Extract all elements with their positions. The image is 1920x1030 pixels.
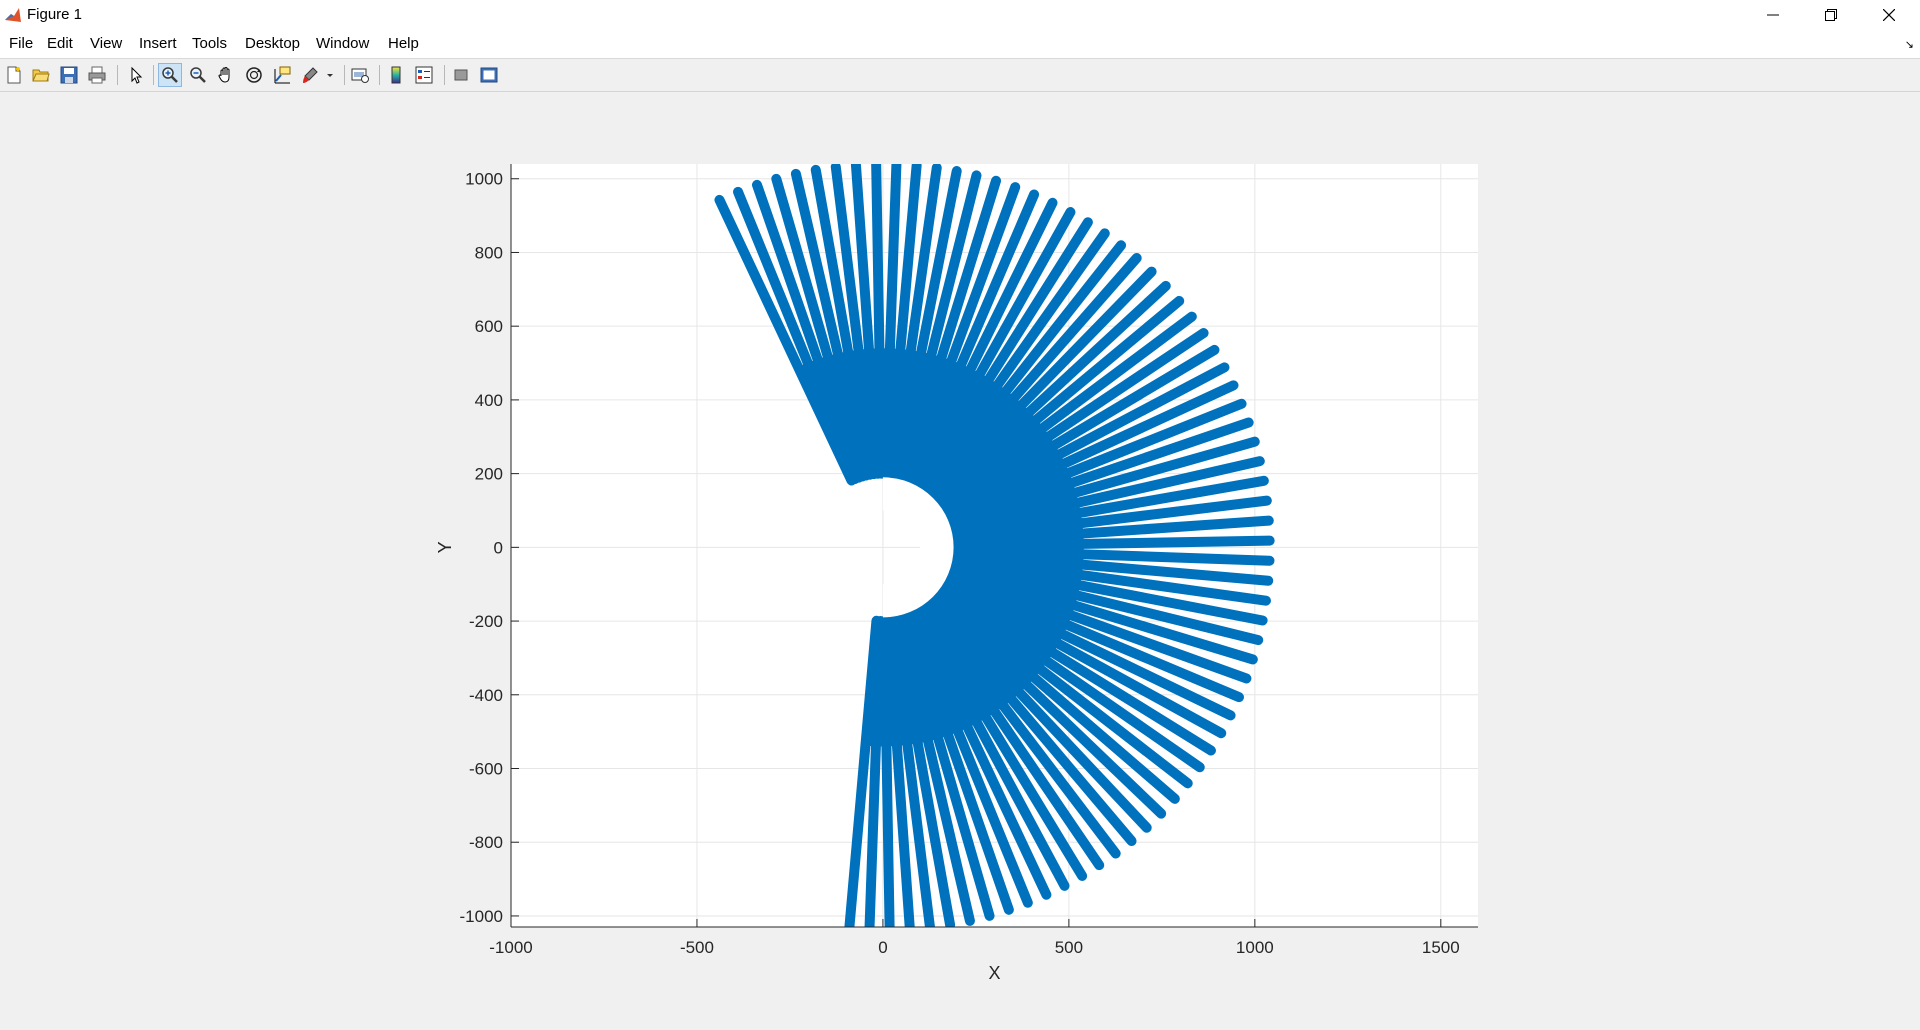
- y-tick-label: 0: [494, 538, 503, 557]
- menu-edit[interactable]: Edit: [47, 35, 73, 52]
- spoke-line: [844, 615, 882, 927]
- menu-view[interactable]: View: [90, 35, 123, 52]
- zoom-out-button[interactable]: [186, 63, 210, 87]
- show-plot-tools-icon: [480, 67, 498, 83]
- y-tick-label: 200: [475, 465, 503, 484]
- x-tick-label: 1000: [1236, 938, 1274, 957]
- y-tick-label: -200: [469, 612, 503, 631]
- insert-legend-button[interactable]: [412, 63, 436, 87]
- close-icon: [1883, 9, 1895, 21]
- rotate-3d-button[interactable]: [242, 63, 266, 87]
- menu-insert[interactable]: Insert: [139, 35, 177, 52]
- figure-toolbar: [0, 59, 1920, 92]
- y-tick-label: 400: [475, 391, 503, 410]
- center-gap: [882, 477, 954, 618]
- insert-legend-icon: [415, 66, 433, 84]
- pan-icon: [218, 66, 230, 83]
- print-icon: [88, 66, 106, 84]
- new-figure-button[interactable]: [2, 63, 26, 87]
- zoom-in-icon: [162, 67, 178, 83]
- menu-bar: File Edit View Insert Tools Desktop Wind…: [0, 30, 1920, 59]
- close-button[interactable]: [1860, 0, 1918, 30]
- hide-plot-tools-button[interactable]: [449, 63, 473, 87]
- rotate-3d-icon: [246, 67, 262, 83]
- matlab-icon: [4, 6, 22, 24]
- edit-plot-icon: [131, 66, 143, 84]
- y-tick-label: 800: [475, 243, 503, 262]
- link-plot-icon: [351, 68, 369, 83]
- x-tick-label: 1500: [1422, 938, 1460, 957]
- figure-canvas: -1000 -500 0 500 1000 1500 -1000 -800 -600 -400 -2…: [0, 92, 1920, 1030]
- open-file-button[interactable]: [29, 63, 53, 87]
- y-tick-label: -800: [469, 833, 503, 852]
- y-tick-label: 600: [475, 317, 503, 336]
- minimize-icon: [1767, 14, 1779, 16]
- open-file-icon: [32, 69, 50, 82]
- y-axis-label: Y: [435, 541, 455, 553]
- y-tick-label: -400: [469, 686, 503, 705]
- y-tick-label: -600: [469, 760, 503, 779]
- menu-desktop[interactable]: Desktop: [245, 35, 301, 52]
- data-cursor-icon: [274, 66, 291, 84]
- brush-icon: [303, 67, 333, 83]
- spoke-core: [798, 348, 1084, 747]
- minimize-button[interactable]: [1744, 0, 1802, 30]
- x-axis-label: X: [988, 963, 1000, 983]
- save-button[interactable]: [57, 63, 81, 87]
- link-plot-button[interactable]: [348, 63, 372, 87]
- x-tick-label: 500: [1055, 938, 1083, 957]
- menu-tools[interactable]: Tools: [192, 35, 228, 52]
- x-tick-label: -1000: [489, 938, 532, 957]
- y-tick-label: 1000: [465, 170, 503, 189]
- x-tick-label: -500: [680, 938, 714, 957]
- hide-plot-tools-icon: [454, 69, 468, 81]
- restore-icon: [1825, 9, 1837, 21]
- toolbar-separator: [117, 65, 118, 85]
- pan-button[interactable]: [214, 63, 238, 87]
- toolbar-separator: [444, 65, 445, 85]
- toolbar-separator: [153, 65, 154, 85]
- zoom-in-button[interactable]: [158, 63, 182, 87]
- toolbar-separator: [344, 65, 345, 85]
- plot-axes[interactable]: -1000 -500 0 500 1000 1500 -1000 -800 -600 -400 -2…: [0, 92, 1920, 1030]
- show-plot-tools-button[interactable]: [477, 63, 501, 87]
- title-bar: Figure 1: [0, 0, 1920, 30]
- data-cursor-button[interactable]: [270, 63, 294, 87]
- insert-colorbar-button[interactable]: [384, 63, 408, 87]
- edit-plot-button[interactable]: [124, 63, 148, 87]
- toolbar-separator: [379, 65, 380, 85]
- save-icon: [60, 66, 78, 84]
- spokes-group: [714, 164, 1275, 927]
- x-tick-label: 0: [878, 938, 887, 957]
- window-title: Figure 1: [27, 6, 83, 23]
- zoom-out-icon: [190, 67, 206, 83]
- insert-colorbar-icon: [391, 66, 401, 84]
- undock-icon[interactable]: ↘: [1904, 39, 1914, 51]
- new-figure-icon: [7, 66, 21, 84]
- menu-file[interactable]: File: [9, 35, 34, 52]
- brush-button[interactable]: [298, 63, 338, 87]
- restore-button[interactable]: [1802, 0, 1860, 30]
- menu-help[interactable]: Help: [388, 35, 419, 52]
- menu-window[interactable]: Window: [316, 35, 370, 52]
- spoke-line: [714, 194, 857, 486]
- print-button[interactable]: [85, 63, 109, 87]
- y-tick-label: -1000: [460, 907, 503, 926]
